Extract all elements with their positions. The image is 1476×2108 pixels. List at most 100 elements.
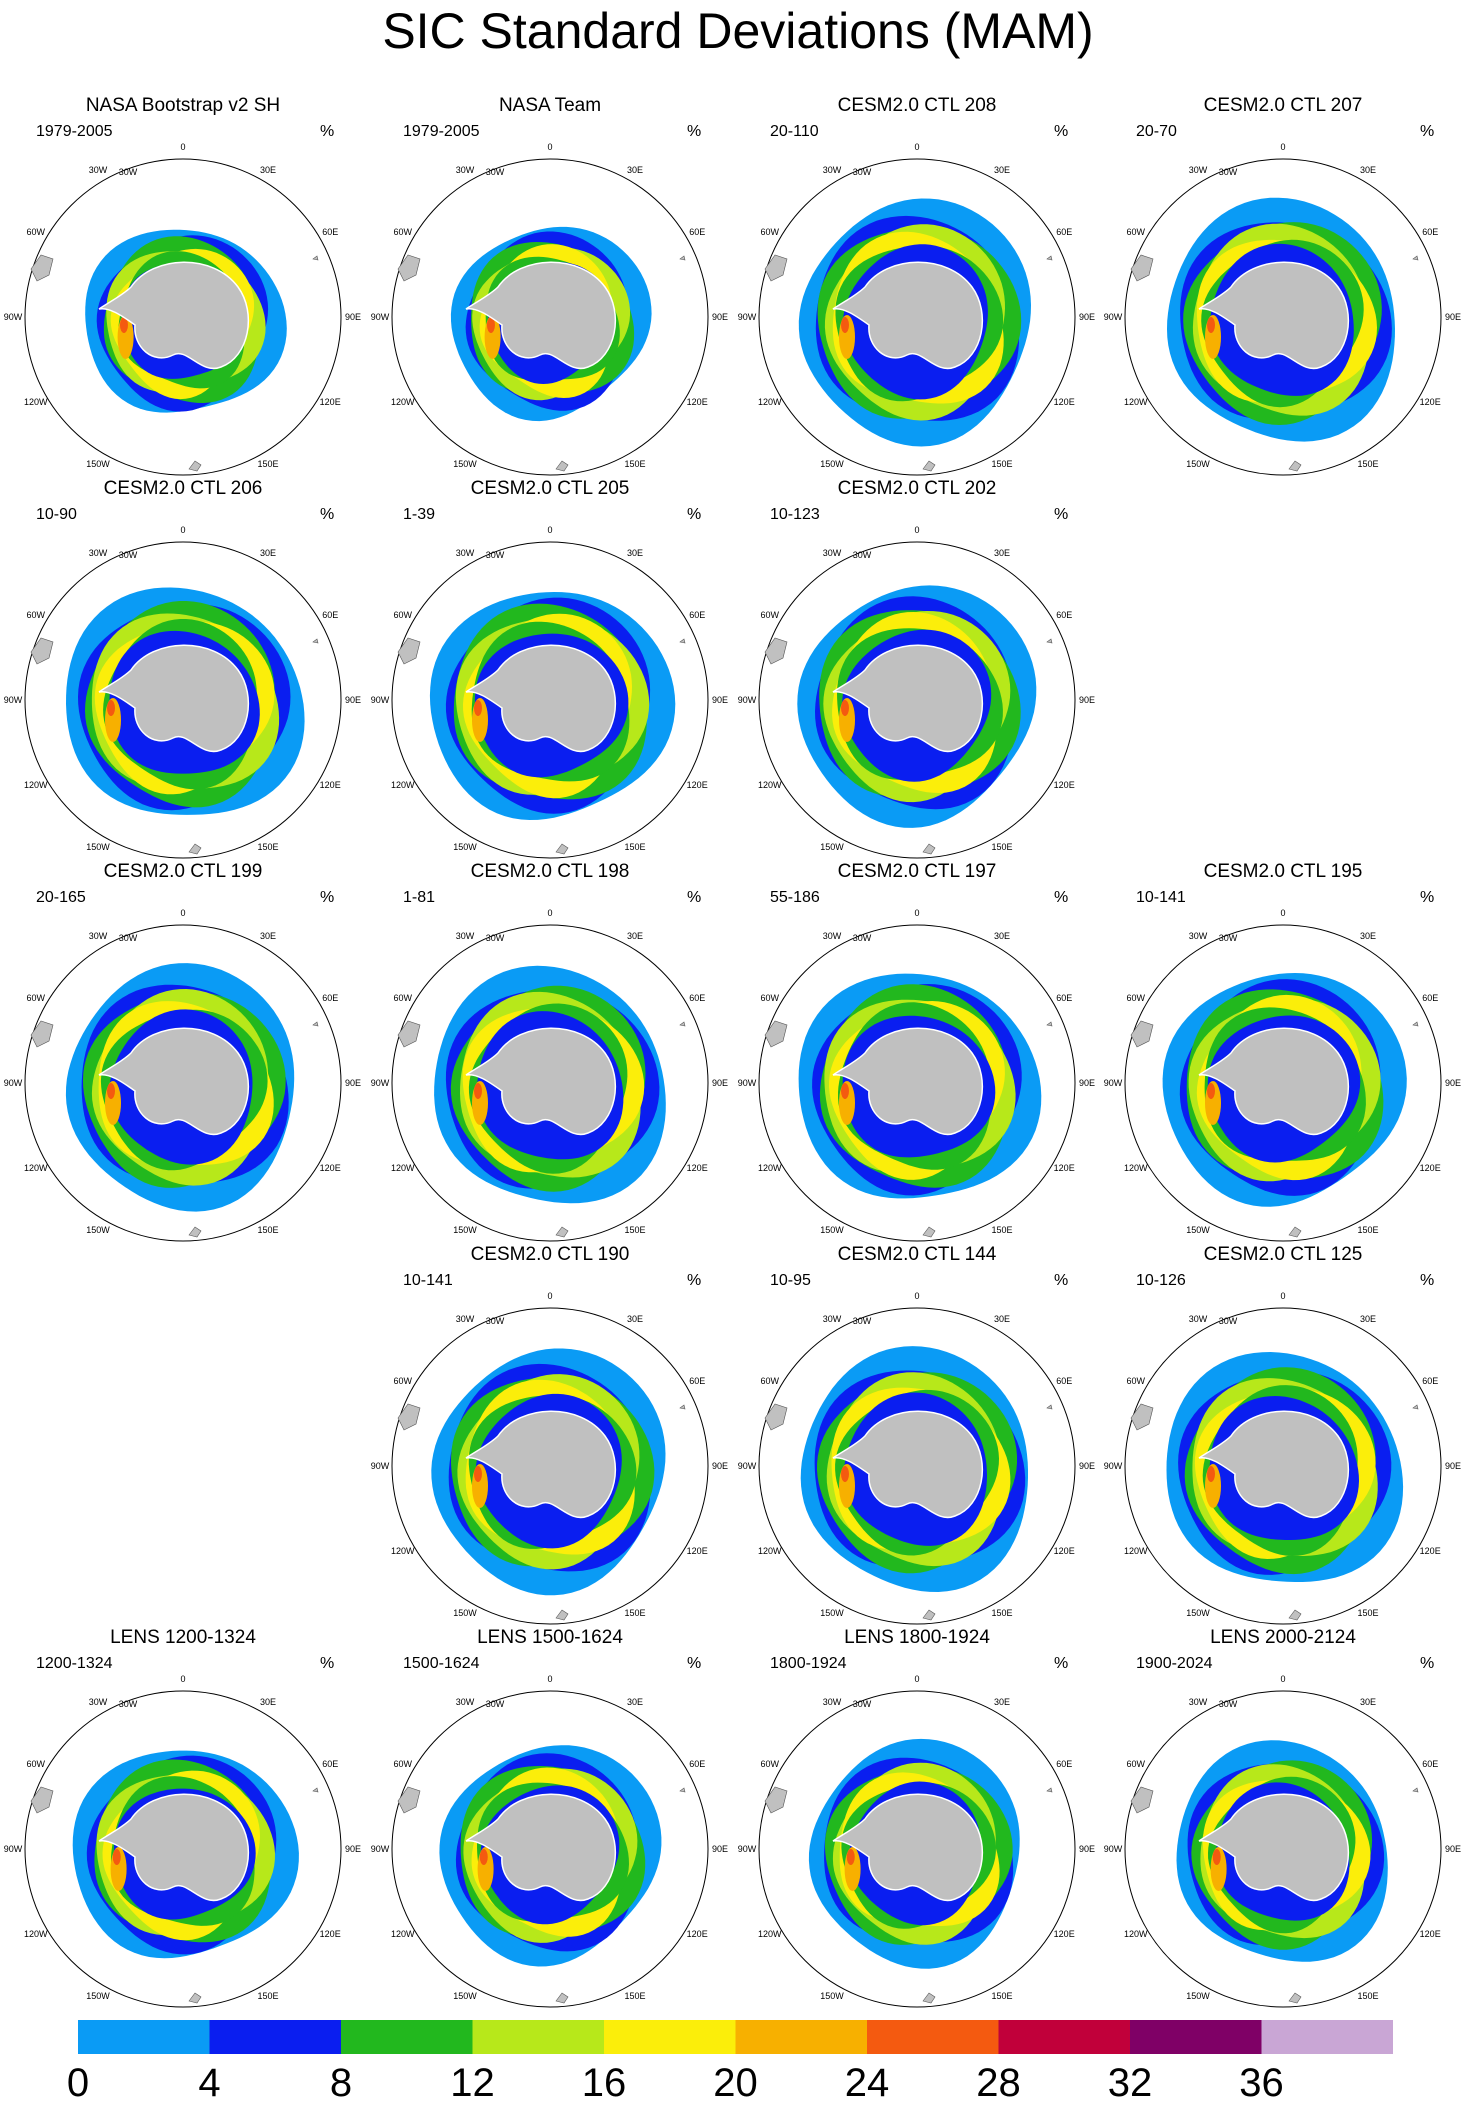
longitude-label: 0 bbox=[914, 908, 919, 918]
colorbar-label: 36 bbox=[1239, 2061, 1284, 2105]
panel-unit: % bbox=[320, 506, 335, 523]
panel-year-range: 1-39 bbox=[403, 506, 436, 523]
longitude-label: 120W bbox=[1124, 1163, 1148, 1173]
longitude-label: 90E bbox=[345, 695, 361, 705]
longitude-label: 150E bbox=[624, 459, 645, 469]
sic-hotspot bbox=[841, 1466, 849, 1482]
panel-title: CESM2.0 CTL 144 bbox=[837, 1244, 997, 1265]
sic-hotspot bbox=[841, 1083, 849, 1099]
longitude-label: 90E bbox=[1079, 1844, 1095, 1854]
longitude-label: 90W bbox=[371, 695, 390, 705]
longitude-label: 150W bbox=[1186, 1608, 1210, 1618]
new-zealand-fragment bbox=[555, 460, 569, 472]
longitude-label: 90E bbox=[1079, 312, 1095, 322]
longitude-label: 150W bbox=[453, 1225, 477, 1235]
panel-year-range: 1900-2024 bbox=[1136, 1655, 1213, 1672]
latitude-label: 30W bbox=[1219, 1699, 1238, 1709]
longitude-label: 30E bbox=[260, 931, 276, 941]
longitude-label: 90W bbox=[738, 1844, 757, 1854]
south-america-tip bbox=[1130, 1786, 1154, 1814]
panel-title: CESM2.0 CTL 190 bbox=[470, 1244, 630, 1265]
longitude-label: 90E bbox=[345, 1078, 361, 1088]
map-panel: 030E60E90E120E150E180150W120W90W60W30W30… bbox=[734, 95, 1100, 476]
longitude-label: 120E bbox=[687, 397, 708, 407]
longitude-label: 0 bbox=[180, 1674, 185, 1684]
longitude-label: 120W bbox=[391, 1546, 415, 1556]
longitude-label: 150E bbox=[257, 842, 278, 852]
longitude-label: 150E bbox=[257, 1991, 278, 2001]
longitude-label: 120W bbox=[391, 1163, 415, 1173]
polar-map: 030E60E90E120E150E180150W120W90W60W30W30… bbox=[371, 1291, 728, 1625]
longitude-label: 150E bbox=[1357, 1991, 1378, 2001]
longitude-label: 60E bbox=[689, 610, 705, 620]
longitude-label: 60E bbox=[1056, 993, 1072, 1003]
longitude-label: 90E bbox=[1445, 312, 1461, 322]
antarctica-landmass bbox=[98, 1027, 250, 1136]
longitude-label: 90W bbox=[371, 312, 390, 322]
new-zealand-fragment bbox=[555, 1992, 569, 2004]
colorbar-swatch bbox=[472, 2020, 604, 2054]
map-panel: 030E60E90E120E150E180150W120W90W60W30W30… bbox=[1100, 95, 1466, 476]
longitude-label: 30W bbox=[456, 931, 475, 941]
antarctica-landmass bbox=[465, 644, 617, 753]
colorbar-label: 20 bbox=[713, 2061, 758, 2105]
longitude-label: 90W bbox=[738, 1078, 757, 1088]
antarctica-landmass bbox=[98, 644, 250, 753]
longitude-label: 120E bbox=[1054, 1163, 1075, 1173]
panel-title: LENS 1800-1924 bbox=[844, 1627, 990, 1648]
longitude-label: 60E bbox=[322, 610, 338, 620]
kerguelen-island bbox=[679, 638, 686, 644]
antarctica-landmass bbox=[465, 1410, 617, 1519]
kerguelen-island bbox=[312, 1787, 319, 1793]
longitude-label: 30E bbox=[1360, 1697, 1376, 1707]
panel-year-range: 10-90 bbox=[36, 506, 77, 523]
longitude-label: 60W bbox=[761, 227, 780, 237]
south-america-tip bbox=[30, 637, 54, 665]
latitude-label: 30W bbox=[119, 167, 138, 177]
longitude-label: 150W bbox=[1186, 1991, 1210, 2001]
kerguelen-island bbox=[1046, 255, 1053, 261]
longitude-label: 120E bbox=[1420, 1546, 1441, 1556]
longitude-label: 30E bbox=[994, 1314, 1010, 1324]
kerguelen-island bbox=[1412, 255, 1419, 261]
longitude-label: 30W bbox=[1189, 1314, 1208, 1324]
longitude-label: 90W bbox=[1104, 1844, 1123, 1854]
longitude-label: 0 bbox=[914, 1291, 919, 1301]
longitude-label: 90W bbox=[4, 1844, 23, 1854]
map-panel: 030E60E90E120E150E180150W120W90W60W30W30… bbox=[734, 1244, 1100, 1625]
panel-year-range: 1979-2005 bbox=[36, 123, 113, 140]
longitude-label: 90W bbox=[4, 1078, 23, 1088]
polar-map: 030E60E90E120E150E180150W120W90W60W30W30… bbox=[738, 1674, 1095, 2008]
longitude-label: 60E bbox=[689, 227, 705, 237]
longitude-label: 60E bbox=[1056, 1376, 1072, 1386]
south-america-tip bbox=[397, 637, 421, 665]
longitude-label: 90W bbox=[1104, 1461, 1123, 1471]
longitude-label: 60E bbox=[322, 227, 338, 237]
longitude-label: 120E bbox=[687, 1163, 708, 1173]
longitude-label: 150E bbox=[257, 1225, 278, 1235]
longitude-label: 120W bbox=[1124, 1929, 1148, 1939]
colorbar-swatch bbox=[604, 2020, 736, 2054]
longitude-label: 30E bbox=[627, 1697, 643, 1707]
longitude-label: 150W bbox=[86, 1991, 110, 2001]
antarctica-landmass bbox=[832, 1027, 984, 1136]
polar-map: 030E60E90E120E150E180150W120W90W60W30W30… bbox=[738, 525, 1095, 859]
panel-title: CESM2.0 CTL 197 bbox=[837, 861, 997, 882]
latitude-label: 30W bbox=[486, 1316, 505, 1326]
latitude-label: 30W bbox=[119, 933, 138, 943]
map-panel: 030E60E90E120E150E180150W120W90W60W30W30… bbox=[734, 478, 1100, 859]
longitude-label: 120E bbox=[320, 780, 341, 790]
sic-hotspot bbox=[107, 1083, 115, 1099]
south-america-tip bbox=[764, 254, 788, 282]
kerguelen-island bbox=[312, 638, 319, 644]
latitude-label: 30W bbox=[119, 1699, 138, 1709]
longitude-label: 90W bbox=[371, 1461, 390, 1471]
longitude-label: 120W bbox=[391, 780, 415, 790]
panel-title: CESM2.0 CTL 195 bbox=[1203, 861, 1363, 882]
latitude-label: 30W bbox=[853, 167, 872, 177]
polar-map: 030E60E90E120E150E180150W120W90W60W30W30… bbox=[371, 142, 728, 476]
longitude-label: 60W bbox=[1127, 1376, 1146, 1386]
longitude-label: 0 bbox=[547, 142, 552, 152]
longitude-label: 30W bbox=[89, 165, 108, 175]
longitude-label: 150W bbox=[820, 842, 844, 852]
